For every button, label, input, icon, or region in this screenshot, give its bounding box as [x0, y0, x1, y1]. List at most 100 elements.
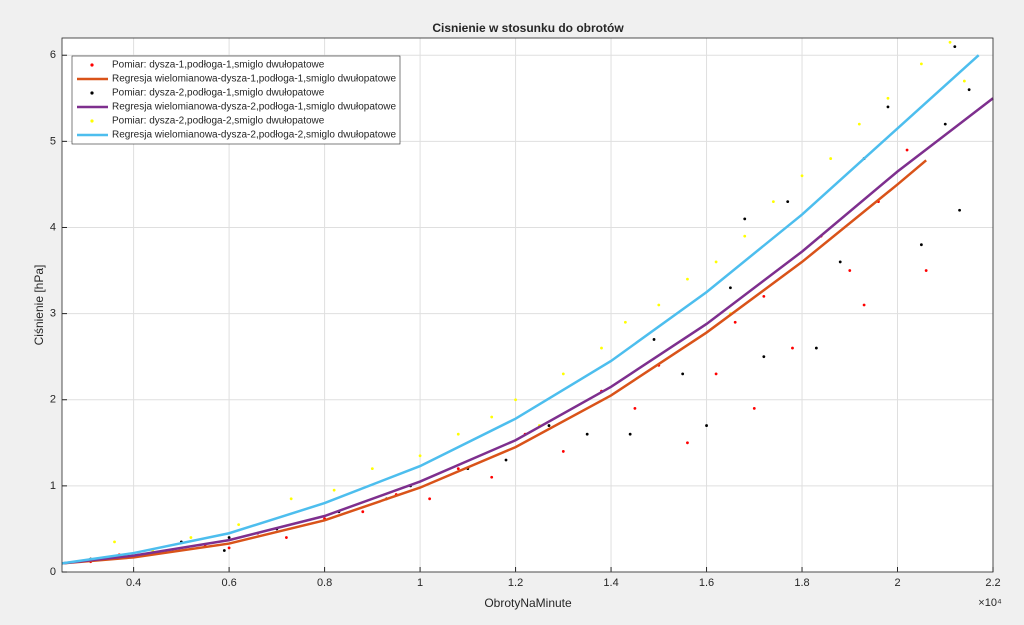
scatter-point	[943, 122, 947, 126]
x-tick-label: 0.4	[126, 577, 141, 589]
scatter-point	[284, 536, 288, 539]
y-tick-label: 0	[50, 566, 56, 578]
scatter-point	[547, 424, 551, 427]
scatter-point	[905, 148, 909, 152]
scatter-point	[361, 510, 365, 514]
y-tick-label: 3	[50, 308, 56, 320]
scatter-point	[456, 432, 460, 436]
legend: Pomiar: dysza-1,podłoga-1,smiglo dwułopa…	[71, 55, 401, 145]
scatter-point	[227, 536, 231, 539]
scatter-point	[958, 208, 961, 212]
scatter-point	[681, 372, 685, 376]
y-tick-label: 6	[50, 49, 56, 61]
scatter-point	[456, 467, 460, 471]
scatter-point	[814, 346, 818, 350]
scatter-point	[762, 355, 766, 359]
scatter-point	[628, 432, 632, 436]
y-tick-label: 1	[50, 480, 56, 492]
scatter-point	[862, 303, 866, 307]
scatter-point	[686, 441, 689, 445]
scatter-point	[490, 475, 494, 479]
scatter-point	[189, 536, 193, 539]
scatter-point	[490, 415, 494, 419]
scatter-point	[504, 458, 508, 462]
regression-line	[61, 97, 994, 565]
scatter-point	[848, 269, 852, 272]
axes-box	[61, 37, 994, 573]
y-axis-label: Ciśnienie [hPa]	[32, 265, 46, 346]
scatter-point	[237, 523, 241, 527]
marks	[61, 40, 994, 565]
y-tick-label: 2	[50, 394, 56, 406]
scatter-point	[886, 105, 890, 109]
legend-label: Regresja wielomianowa-dysza-2,podłoga-1,…	[112, 102, 396, 113]
scatter-point	[227, 546, 231, 550]
scatter-point	[886, 96, 890, 100]
legend-label: Regresja wielomianowa-dysza-1,podłoga-1,…	[112, 74, 396, 85]
scatter-point	[714, 372, 718, 376]
scatter-point	[600, 346, 603, 350]
scatter-point	[729, 286, 732, 290]
x-tick-label: 1.2	[508, 577, 523, 589]
scatter-point	[743, 234, 747, 238]
scatter-point	[657, 303, 661, 307]
scatter-point	[919, 62, 923, 66]
scatter-point	[953, 45, 957, 49]
scatter-point	[733, 320, 737, 324]
x-tick-label: 1.8	[794, 577, 809, 589]
scatter-point	[752, 406, 756, 410]
scatter-point	[222, 549, 226, 552]
x-exponent: ×10⁴	[978, 597, 1002, 609]
scatter-point	[962, 79, 966, 83]
scatter-point	[967, 88, 971, 92]
scatter-point	[857, 122, 861, 126]
x-tick-label: 1.4	[603, 577, 618, 589]
scatter-point	[332, 488, 336, 492]
legend-marker	[90, 91, 94, 95]
scatter-point	[585, 432, 589, 436]
legend-marker	[90, 63, 94, 67]
legend-label: Pomiar: dysza-2,podłoga-2,smiglo dwułopa…	[112, 116, 325, 127]
scatter-point	[418, 454, 422, 458]
scatter-point	[762, 294, 766, 298]
x-tick-label: 0.6	[221, 577, 236, 589]
scatter-point	[428, 497, 432, 501]
legend-label: Pomiar: dysza-1,podłoga-1,smiglo dwułopa…	[112, 60, 325, 71]
scatter-point	[561, 372, 565, 376]
scatter-point	[948, 40, 952, 44]
legend-label: Pomiar: dysza-2,podłoga-1,smiglo dwułopa…	[112, 88, 325, 99]
scatter-point	[289, 497, 293, 501]
scatter-point	[786, 200, 790, 204]
legend-label: Regresja wielomianowa-dysza-2,podłoga-2,…	[112, 130, 396, 141]
scatter-point	[623, 320, 627, 324]
y-tick-label: 4	[50, 221, 56, 233]
scatter-point	[714, 260, 718, 264]
x-tick-label: 2.2	[985, 577, 1000, 589]
scatter-point	[705, 424, 708, 427]
x-tick-label: 2	[894, 577, 900, 589]
scatter-point	[370, 467, 374, 471]
scatter-point	[514, 398, 517, 402]
scatter-point	[652, 338, 656, 341]
scatter-point	[829, 157, 833, 160]
scatter-point	[686, 277, 689, 281]
regression-line	[61, 54, 980, 565]
legend-marker	[90, 119, 94, 123]
scatter-point	[743, 217, 747, 221]
legend-box	[71, 55, 401, 145]
scatter-point	[838, 260, 842, 264]
scatter-point	[113, 540, 116, 544]
x-tick-label: 0.8	[317, 577, 332, 589]
scatter-point	[800, 174, 804, 178]
scatter-point	[633, 406, 637, 410]
y-tick-label: 5	[50, 135, 56, 147]
scatter-point	[919, 243, 923, 247]
scatter-point	[771, 200, 775, 204]
scatter-point	[561, 450, 565, 453]
chart-title: Cisnienie w stosunku do obrotów	[432, 21, 624, 35]
regression-line	[61, 159, 927, 565]
x-tick-label: 1.6	[699, 577, 714, 589]
x-axis-label: ObrotyNaMinute	[484, 596, 572, 610]
